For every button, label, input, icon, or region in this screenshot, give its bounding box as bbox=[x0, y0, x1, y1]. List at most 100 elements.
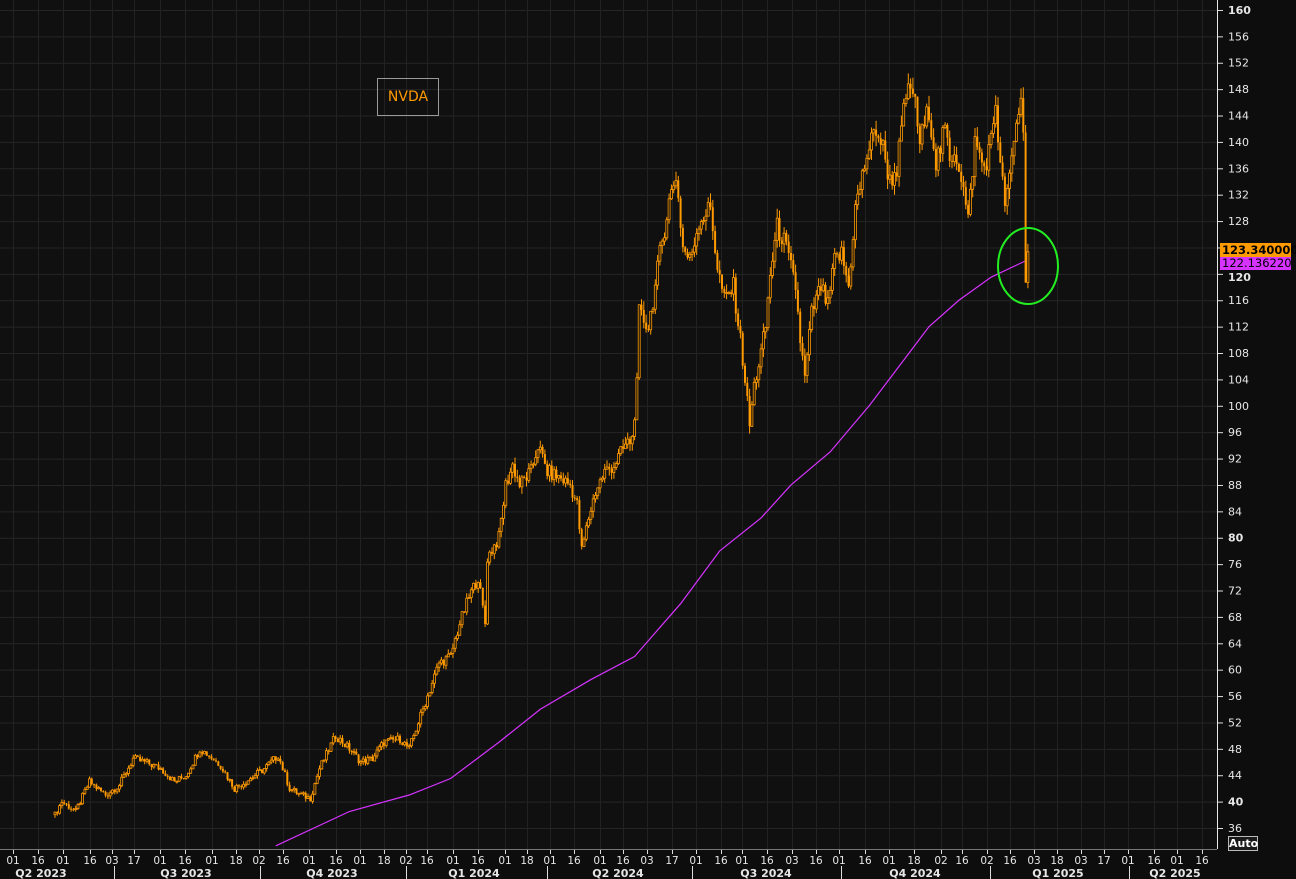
candle-body bbox=[322, 759, 326, 762]
quarter-label: Q4 2024 bbox=[889, 867, 941, 879]
candle-body bbox=[442, 660, 445, 666]
candle-body bbox=[269, 759, 273, 763]
candle-body bbox=[129, 764, 133, 769]
candle-body bbox=[695, 233, 699, 247]
quarter-label: Q3 2023 bbox=[160, 867, 211, 879]
candle-body bbox=[881, 140, 885, 146]
candle-body bbox=[969, 188, 972, 215]
candle-body bbox=[891, 174, 894, 186]
candle-body bbox=[83, 789, 87, 794]
candle-body bbox=[320, 760, 324, 770]
x-tick-label: 03 bbox=[640, 855, 653, 867]
candle-body bbox=[856, 193, 860, 206]
candle-body bbox=[867, 149, 871, 159]
candle-body bbox=[971, 176, 975, 190]
candle-body bbox=[368, 756, 372, 759]
candle-body bbox=[679, 198, 682, 228]
candle-body bbox=[626, 438, 630, 445]
candle-body bbox=[341, 738, 344, 744]
candle-body bbox=[474, 583, 477, 589]
candle-body bbox=[261, 769, 263, 773]
y-tick-label: 64 bbox=[1228, 637, 1242, 650]
candle-body bbox=[392, 737, 395, 740]
candle-body bbox=[221, 768, 224, 772]
candle-body bbox=[546, 463, 549, 476]
candle-body bbox=[1019, 97, 1023, 115]
candle-body bbox=[928, 106, 930, 121]
candle-body bbox=[115, 788, 119, 793]
candle-body bbox=[53, 811, 57, 816]
candle-body bbox=[315, 775, 319, 784]
ticker-label: NVDA bbox=[387, 89, 429, 105]
candle-body bbox=[284, 770, 286, 773]
candle-body bbox=[840, 246, 843, 261]
candle-body bbox=[508, 471, 512, 484]
candle-body bbox=[484, 605, 487, 624]
candle-body bbox=[622, 446, 625, 449]
candle-body bbox=[485, 561, 489, 625]
candle-body bbox=[699, 221, 703, 230]
y-tick-label: 80 bbox=[1228, 532, 1244, 545]
candle-body bbox=[790, 252, 792, 261]
candle-body bbox=[778, 218, 781, 241]
quarter-label: Q3 2024 bbox=[740, 867, 792, 879]
candle-body bbox=[1012, 140, 1016, 157]
candle-body bbox=[193, 754, 197, 766]
candle-body bbox=[727, 291, 731, 294]
candle-body bbox=[941, 127, 945, 154]
candle-body bbox=[877, 135, 880, 139]
candle-body bbox=[828, 289, 832, 299]
candle-body bbox=[645, 322, 648, 330]
candle-body bbox=[186, 772, 190, 778]
candle-body bbox=[813, 306, 815, 309]
x-tick-label: 16 bbox=[809, 855, 823, 867]
candle-body bbox=[472, 582, 476, 591]
quarter-label: Q1 2024 bbox=[448, 867, 500, 879]
x-tick-label: 16 bbox=[858, 855, 872, 867]
x-tick-label: 01 bbox=[882, 855, 895, 867]
candle-body bbox=[412, 735, 416, 740]
candle-body bbox=[520, 476, 524, 488]
candle-body bbox=[909, 83, 912, 89]
candle-body bbox=[104, 792, 107, 796]
candle-body bbox=[782, 232, 786, 245]
candle-body bbox=[879, 138, 882, 145]
candle-body bbox=[734, 277, 737, 314]
candle-body bbox=[845, 265, 848, 276]
y-tick-label: 96 bbox=[1228, 426, 1242, 439]
y-tick-label: 84 bbox=[1228, 505, 1242, 518]
candle-body bbox=[1008, 172, 1011, 189]
x-tick-label: 01 bbox=[353, 855, 366, 867]
candle-body bbox=[481, 587, 484, 606]
candle-body bbox=[127, 767, 130, 774]
candle-body bbox=[242, 783, 246, 788]
x-tick-label: 18 bbox=[229, 855, 242, 867]
candle-body bbox=[410, 738, 413, 747]
candle-body bbox=[70, 808, 73, 810]
candle-body bbox=[267, 761, 271, 766]
candle-body bbox=[690, 251, 694, 255]
candle-body bbox=[560, 475, 562, 479]
candle-body bbox=[60, 802, 64, 807]
candle-body bbox=[552, 469, 556, 481]
candle-body bbox=[923, 124, 926, 127]
candle-body bbox=[732, 277, 735, 295]
x-tick-label: 18 bbox=[1050, 855, 1063, 867]
auto-scale-button[interactable]: Auto bbox=[1228, 836, 1259, 851]
candle-body bbox=[286, 772, 289, 785]
quarter-label: Q2 2024 bbox=[592, 867, 644, 879]
candle-body bbox=[706, 202, 710, 217]
candle-body bbox=[838, 254, 841, 261]
candle-body bbox=[711, 207, 714, 232]
candle-body bbox=[1015, 122, 1018, 142]
candle-body bbox=[658, 245, 662, 262]
candle-body bbox=[228, 778, 232, 781]
candle-body bbox=[614, 463, 618, 468]
candle-body bbox=[205, 751, 208, 756]
quarter-label: Q2 2023 bbox=[15, 867, 66, 879]
candle-body bbox=[246, 780, 250, 785]
ticker-legend[interactable]: NVDA bbox=[377, 78, 439, 116]
y-tick-label: 56 bbox=[1228, 690, 1242, 703]
candle-body bbox=[465, 597, 469, 613]
